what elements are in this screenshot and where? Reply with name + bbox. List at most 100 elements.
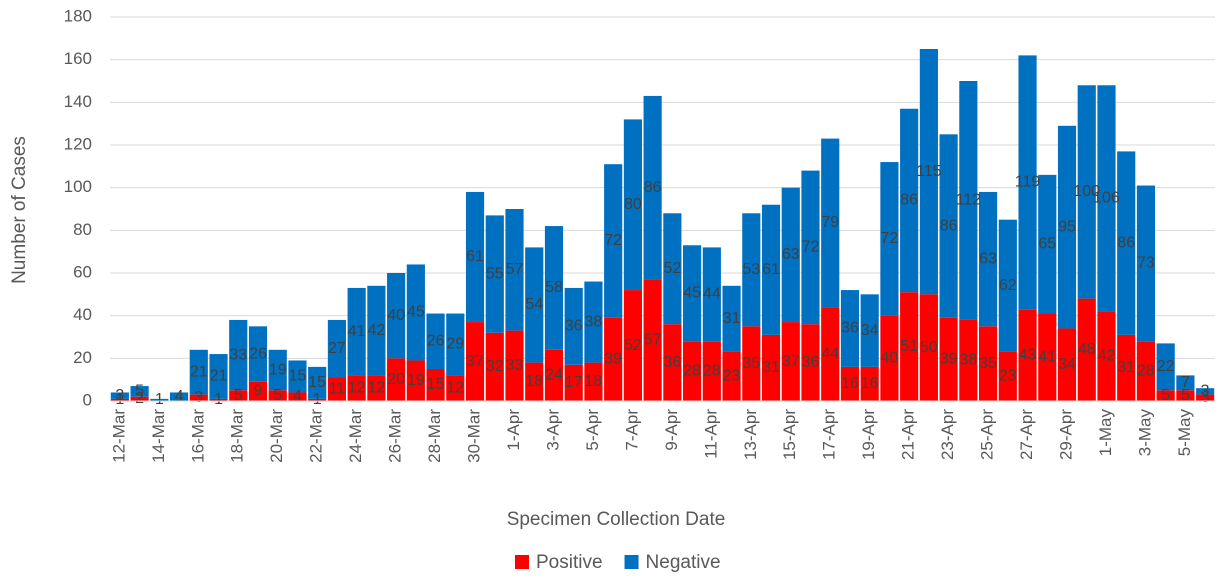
data-label: 48 [1078, 341, 1096, 358]
data-label: 53 [742, 261, 760, 278]
bar-segment [1038, 313, 1057, 401]
data-label: 95 [1058, 218, 1076, 235]
data-label: 18 [585, 373, 603, 390]
data-label: 16 [861, 375, 879, 392]
data-label: 38 [585, 313, 603, 330]
bar-segment [761, 334, 781, 401]
bar-segment [623, 290, 642, 401]
data-label: 22 [1157, 358, 1175, 375]
x-tick-label: 13-Apr [741, 409, 760, 460]
bar-segment [781, 322, 800, 401]
bar-segment [840, 366, 860, 401]
data-label: 1 [155, 391, 164, 408]
x-tick-label: 11-Apr [701, 409, 720, 459]
x-tick-label: 5-May [1175, 409, 1194, 457]
bar-segment [209, 398, 228, 401]
bar-segment [683, 245, 702, 342]
data-label: 36 [663, 354, 681, 371]
data-label: 5 [135, 383, 144, 400]
bar-segment [347, 287, 366, 376]
bar-segment [761, 204, 781, 335]
bar-segment [1176, 375, 1195, 391]
data-label: 61 [466, 248, 484, 265]
data-label: 52 [663, 260, 681, 277]
data-label: 37 [466, 353, 484, 370]
x-tick-label: 1-May [1096, 409, 1115, 457]
x-tick-label: 25-Apr [978, 409, 997, 460]
data-label: 44 [821, 345, 839, 362]
x-tick-label: 12-Mar [109, 409, 128, 463]
bar-segment [880, 162, 899, 316]
data-label: 45 [683, 284, 701, 301]
data-label: 58 [545, 279, 563, 296]
bar-segment [1038, 174, 1057, 314]
bar-segment [229, 390, 248, 401]
data-label: 12 [446, 379, 464, 396]
data-label: 12 [348, 379, 366, 396]
bar-segment [169, 392, 189, 401]
data-label: 24 [545, 367, 563, 384]
x-tick-label: 1-Apr [504, 409, 523, 451]
bar-segment [1077, 85, 1096, 299]
x-tick-label: 27-Apr [1017, 409, 1036, 460]
bar-segment [1117, 334, 1136, 401]
legend-swatch [624, 555, 639, 569]
bar-segment [1077, 298, 1096, 401]
bar-segment [663, 324, 682, 401]
bar-segment [1097, 311, 1116, 401]
data-label: 86 [940, 217, 958, 234]
data-label: 17 [565, 374, 583, 391]
y-tick-label: 140 [64, 92, 92, 111]
data-label: 50 [920, 339, 938, 356]
data-label: 41 [348, 323, 366, 340]
bar-segment [919, 49, 938, 295]
bar-segment [288, 360, 307, 393]
data-label: 86 [900, 192, 918, 209]
data-label: 28 [703, 362, 721, 379]
bar-segment [821, 138, 840, 308]
data-label: 73 [1137, 255, 1155, 272]
data-label: 7 [1181, 374, 1190, 391]
x-tick-label: 21-Apr [899, 409, 918, 460]
bar-segment [505, 330, 524, 401]
bar-segment [150, 398, 169, 401]
bar-segment [959, 81, 978, 320]
data-label: 3 [194, 389, 203, 406]
data-label: 62 [999, 277, 1017, 294]
bar-segment [308, 366, 327, 399]
bar-segment [426, 369, 445, 401]
bar-segment [722, 285, 741, 352]
bar-segment [979, 326, 998, 401]
bar-segment [387, 358, 406, 401]
bar-segment [919, 294, 938, 401]
bar-segment [130, 396, 149, 401]
bar-segment [683, 341, 702, 401]
bar-segment [446, 313, 465, 376]
data-label: 32 [486, 358, 504, 375]
data-label: 42 [1098, 347, 1116, 364]
data-label: 2 [135, 390, 144, 407]
data-label: 35 [742, 355, 760, 372]
data-label: 21 [190, 363, 208, 380]
x-tick-label: 3-May [1135, 409, 1154, 457]
bar-segment [189, 349, 208, 395]
bar-segment [268, 390, 287, 401]
data-label: 4 [293, 388, 302, 405]
data-label: 72 [604, 232, 622, 249]
bar-segment [189, 394, 208, 401]
data-label: 5 [1161, 387, 1170, 404]
data-label: 86 [644, 179, 662, 196]
data-label: 45 [407, 304, 425, 321]
data-label: 119 [1015, 174, 1041, 191]
data-label: 40 [881, 350, 899, 367]
data-label: 43 [1019, 346, 1037, 363]
bar-segment [327, 319, 346, 378]
y-tick-label: 160 [64, 49, 92, 68]
data-label: 26 [427, 332, 445, 349]
bar-segment [1156, 390, 1175, 401]
bar-segment [998, 351, 1017, 401]
bar-segment [1057, 125, 1077, 329]
bar-segment [781, 187, 800, 323]
x-tick-label: 15-Apr [780, 409, 799, 460]
